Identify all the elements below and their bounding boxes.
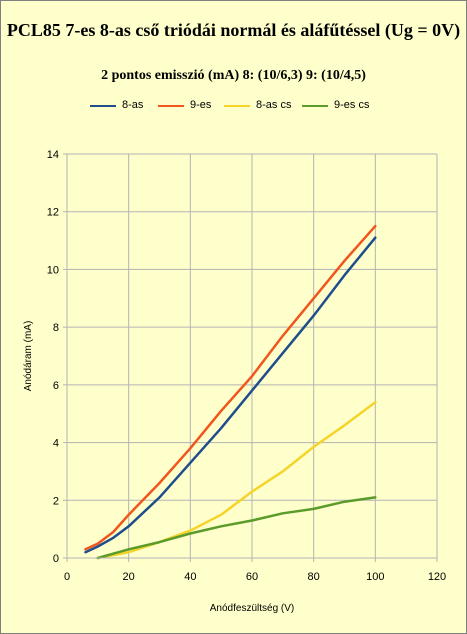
series-line-9-es-cs xyxy=(96,496,377,560)
y-tick-label: 6 xyxy=(53,380,59,392)
axes: 0 20 40 60 80 100 120 0 2 4 6 8 10 12 14 xyxy=(47,149,446,583)
y-tick-label: 0 xyxy=(53,553,59,565)
x-tick-label: 40 xyxy=(184,571,196,583)
legend-swatch-9-es xyxy=(158,105,184,107)
y-tick-label: 12 xyxy=(47,207,59,219)
x-axis-title: Anódfeszültség (V) xyxy=(210,603,295,614)
y-tick-label: 8 xyxy=(53,322,59,334)
y-tick-label: 10 xyxy=(47,264,59,276)
y-tick-label: 2 xyxy=(53,495,59,507)
legend-swatch-8-as xyxy=(90,105,116,107)
series-layer xyxy=(84,224,377,560)
x-tick-label: 80 xyxy=(308,571,320,583)
chart-subtitle: 2 pontos emisszió (mA) 8: (10/6,3) 9: (1… xyxy=(101,68,366,83)
series-line-8-as-cs xyxy=(96,400,377,560)
x-tick-label: 120 xyxy=(428,571,446,583)
grid xyxy=(67,153,438,558)
legend-label-9-es: 9-es xyxy=(190,99,212,111)
legend-label-8-as-cs: 8-as cs xyxy=(256,99,292,111)
y-tick-label: 14 xyxy=(47,149,59,161)
series-line-8-as xyxy=(84,236,377,554)
x-tick-label: 60 xyxy=(246,571,258,583)
legend-label-9-es-cs: 9-es cs xyxy=(334,99,370,111)
x-tick-label: 20 xyxy=(123,571,135,583)
y-tick-label: 4 xyxy=(53,438,59,450)
y-axis-title: Anódáram (mA) xyxy=(23,321,34,392)
legend-swatch-8-as-cs xyxy=(224,105,250,107)
chart-title: PCL85 7-es 8-as cső triódái normál és al… xyxy=(6,20,461,40)
x-tick-label: 100 xyxy=(366,571,384,583)
legend-label-8-as: 8-as xyxy=(122,99,144,111)
x-tick-label: 0 xyxy=(64,571,70,583)
legend-swatch-9-es-cs xyxy=(302,105,328,107)
series-line-9-es xyxy=(84,224,377,551)
